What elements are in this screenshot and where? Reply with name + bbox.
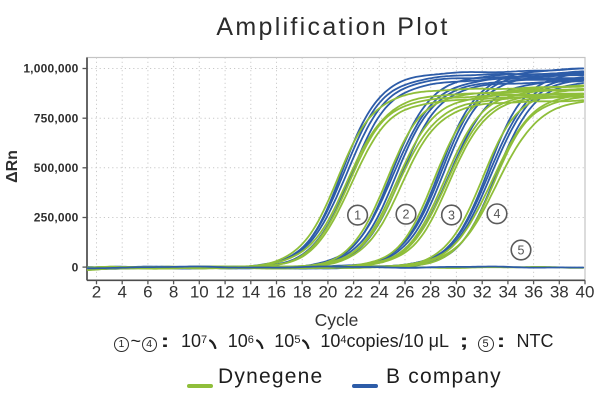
svg-text:34: 34: [498, 283, 517, 302]
svg-text:0: 0: [72, 260, 79, 274]
svg-text:28: 28: [421, 283, 440, 302]
svg-text:32: 32: [473, 283, 492, 302]
svg-text:4: 4: [117, 283, 126, 302]
svg-text:4: 4: [494, 207, 501, 221]
svg-text:ΔRn: ΔRn: [4, 150, 21, 183]
svg-text:22: 22: [344, 283, 363, 302]
svg-text:500,000: 500,000: [34, 161, 79, 175]
svg-text:10: 10: [190, 283, 209, 302]
svg-text:1,000,000: 1,000,000: [23, 62, 78, 76]
svg-text:38: 38: [550, 283, 569, 302]
svg-text:250,000: 250,000: [34, 211, 79, 225]
svg-text:14: 14: [241, 283, 260, 302]
svg-text:18: 18: [293, 283, 312, 302]
svg-text:20: 20: [318, 283, 337, 302]
svg-text:24: 24: [370, 283, 389, 302]
svg-text:3: 3: [448, 208, 455, 222]
svg-text:2: 2: [92, 283, 101, 302]
svg-text:30: 30: [447, 283, 466, 302]
svg-text:2: 2: [403, 208, 410, 222]
svg-text:6: 6: [143, 283, 152, 302]
svg-text:16: 16: [267, 283, 286, 302]
svg-text:8: 8: [169, 283, 178, 302]
svg-text:1: 1: [354, 209, 361, 223]
svg-text:750,000: 750,000: [34, 111, 79, 125]
svg-text:Cycle: Cycle: [315, 310, 359, 330]
svg-text:12: 12: [216, 283, 235, 302]
svg-text:26: 26: [396, 283, 415, 302]
svg-text:36: 36: [524, 283, 543, 302]
svg-text:40: 40: [576, 283, 595, 302]
svg-text:5: 5: [518, 243, 525, 257]
